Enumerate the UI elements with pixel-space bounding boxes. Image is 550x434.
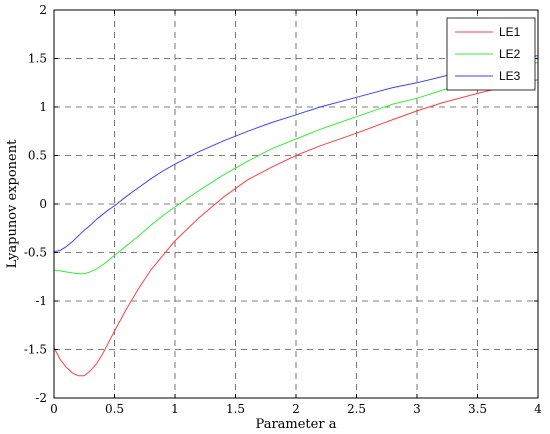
y-tick-label: 0.5 <box>28 149 47 163</box>
legend-label-le1: LE1 <box>499 25 521 39</box>
y-tick-label: -1.5 <box>24 343 47 357</box>
y-tick-label: 0 <box>39 197 47 211</box>
y-axis-label: Lyapunov exponent <box>5 139 20 268</box>
y-tick-label: -1 <box>35 294 47 308</box>
y-tick-label: -0.5 <box>24 246 47 260</box>
y-tick-label: -2 <box>35 391 47 405</box>
series-line-le1 <box>53 79 539 377</box>
y-tick-label: 1.5 <box>28 52 47 66</box>
y-tick-label: 1 <box>39 100 47 114</box>
x-tick-label: 1 <box>171 402 179 416</box>
series-layer <box>53 55 539 377</box>
x-axis-label: Parameter a <box>256 417 337 432</box>
legend-label-le3: LE3 <box>499 69 521 83</box>
series-line-le2 <box>53 61 539 275</box>
legend: LE1 LE2 LE3 <box>446 17 536 91</box>
tick-marks <box>53 9 539 399</box>
x-tick-label: 0 <box>50 402 58 416</box>
x-tick-labels: 0 0.5 1 1.5 2 2.5 3 3.5 4 <box>50 402 542 416</box>
legend-label-le2: LE2 <box>499 47 521 61</box>
x-tick-label: 1.5 <box>226 402 245 416</box>
x-tick-label: 4 <box>534 402 542 416</box>
y-tick-labels: -2 -1.5 -1 -0.5 0 0.5 1 1.5 2 <box>24 3 47 405</box>
x-tick-label: 2 <box>292 402 300 416</box>
x-tick-label: 3.5 <box>468 402 487 416</box>
x-tick-label: 3 <box>413 402 421 416</box>
series-line-le3 <box>53 55 539 252</box>
x-tick-label: 2.5 <box>347 402 366 416</box>
x-tick-label: 0.5 <box>105 402 124 416</box>
y-tick-label: 2 <box>39 3 47 17</box>
